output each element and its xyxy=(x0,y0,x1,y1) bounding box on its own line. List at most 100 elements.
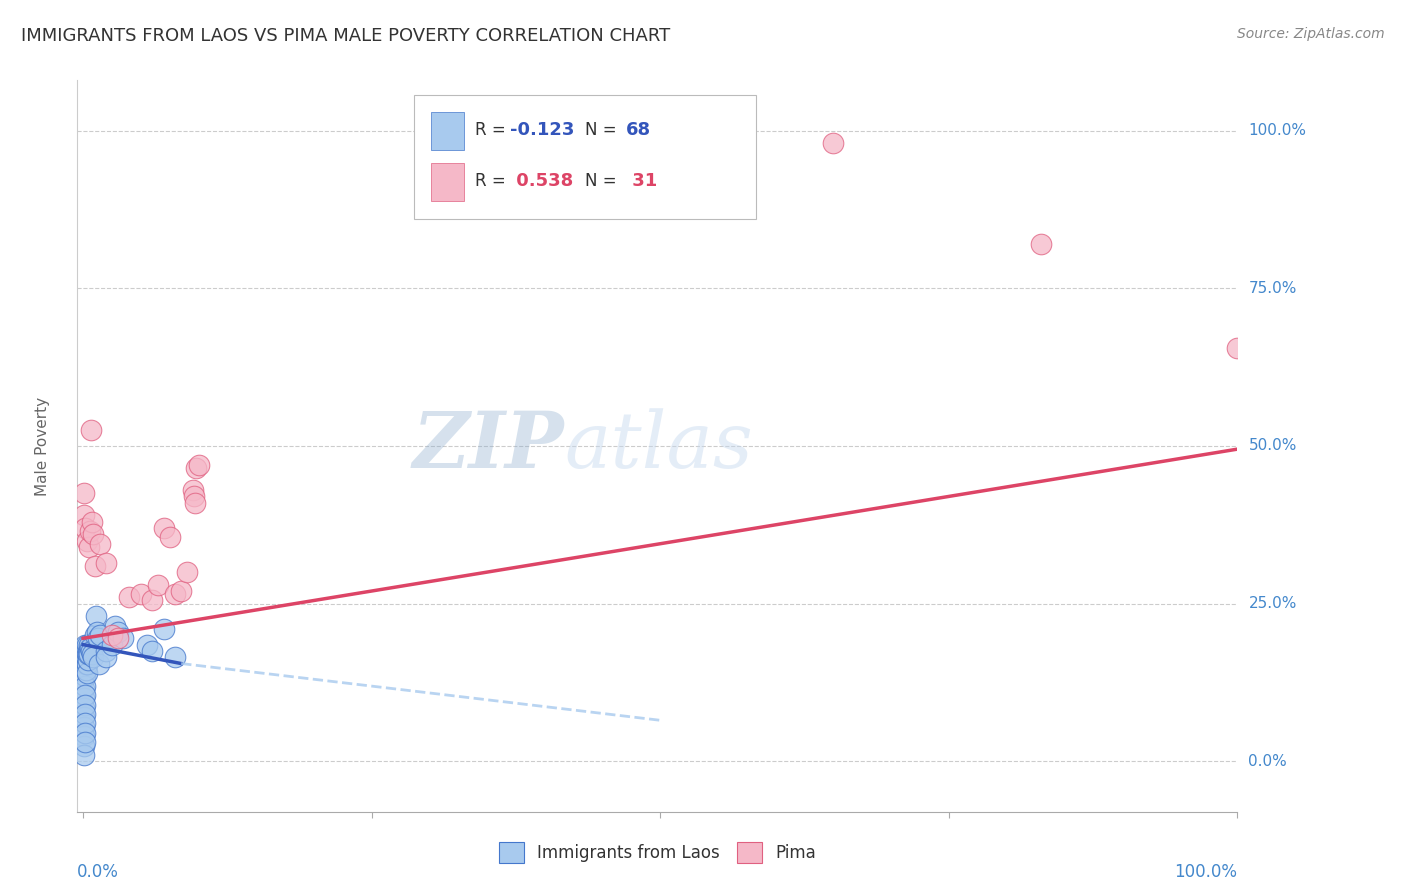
Point xyxy=(107,632,129,646)
Text: N =: N = xyxy=(585,172,623,190)
Point xyxy=(73,710,96,724)
Text: 100.0%: 100.0% xyxy=(1249,123,1306,138)
Point xyxy=(73,669,96,683)
Point xyxy=(73,735,96,749)
Point xyxy=(73,679,96,693)
Point xyxy=(73,508,96,523)
Point xyxy=(107,625,129,640)
Text: 50.0%: 50.0% xyxy=(1249,439,1296,453)
Point xyxy=(75,644,97,658)
Point xyxy=(159,530,181,544)
Point xyxy=(73,673,96,687)
Point xyxy=(73,663,96,677)
Point xyxy=(76,657,98,671)
Point xyxy=(82,515,104,529)
Point xyxy=(73,659,96,673)
Point xyxy=(75,657,97,671)
Point xyxy=(170,584,193,599)
Text: 0.538: 0.538 xyxy=(510,172,574,190)
Point xyxy=(77,638,100,652)
Point xyxy=(82,650,104,665)
Point xyxy=(96,556,118,570)
Point xyxy=(96,650,118,665)
Point xyxy=(1226,341,1249,355)
FancyBboxPatch shape xyxy=(432,112,464,150)
Text: 31: 31 xyxy=(626,172,657,190)
Text: 25.0%: 25.0% xyxy=(1249,596,1296,611)
Text: 0.0%: 0.0% xyxy=(77,863,120,881)
Text: 68: 68 xyxy=(626,121,651,139)
Point xyxy=(73,486,96,500)
Point xyxy=(101,628,124,642)
Point xyxy=(73,729,96,743)
Point xyxy=(73,688,96,702)
Text: R =: R = xyxy=(475,172,512,190)
Point xyxy=(76,647,98,661)
Point xyxy=(75,653,97,667)
Point xyxy=(73,681,96,696)
Point xyxy=(73,716,96,731)
Point xyxy=(73,653,96,667)
Text: R =: R = xyxy=(475,121,512,139)
Text: 100.0%: 100.0% xyxy=(1174,863,1237,881)
Point xyxy=(153,622,176,636)
Point xyxy=(73,726,96,740)
Point xyxy=(184,496,207,510)
Text: ZIP: ZIP xyxy=(413,408,565,484)
Point xyxy=(73,739,96,753)
Point xyxy=(75,647,97,661)
Point xyxy=(73,650,96,665)
Point xyxy=(76,638,98,652)
Point xyxy=(129,587,152,601)
Point xyxy=(76,533,98,548)
Point xyxy=(83,558,105,573)
Point xyxy=(101,638,124,652)
Point xyxy=(73,640,96,655)
Point xyxy=(87,632,110,646)
Point xyxy=(73,644,96,658)
Point xyxy=(141,593,163,607)
Point xyxy=(77,540,100,554)
Point xyxy=(186,461,208,475)
Point xyxy=(73,700,96,714)
Point xyxy=(84,609,107,624)
Point xyxy=(181,483,204,497)
Text: 0.0%: 0.0% xyxy=(1249,754,1286,769)
Point xyxy=(165,650,187,665)
Point xyxy=(73,691,96,706)
Point xyxy=(823,136,845,151)
Point xyxy=(76,653,98,667)
Text: N =: N = xyxy=(585,121,623,139)
Point xyxy=(146,578,169,592)
Point xyxy=(104,618,127,632)
Point xyxy=(76,644,98,658)
Point xyxy=(75,521,97,535)
Point xyxy=(89,537,111,551)
Text: atlas: atlas xyxy=(565,408,754,484)
Point xyxy=(141,644,163,658)
Legend: Immigrants from Laos, Pima: Immigrants from Laos, Pima xyxy=(492,836,823,869)
Point xyxy=(183,490,205,504)
Point xyxy=(176,565,198,579)
Point xyxy=(96,644,118,658)
FancyBboxPatch shape xyxy=(432,163,464,201)
Text: Male Poverty: Male Poverty xyxy=(35,396,51,496)
Point xyxy=(75,663,97,677)
Point xyxy=(112,632,135,646)
Point xyxy=(1029,237,1052,252)
Point xyxy=(89,628,111,642)
Text: 75.0%: 75.0% xyxy=(1249,281,1296,296)
Point xyxy=(77,647,100,661)
Point xyxy=(83,628,105,642)
FancyBboxPatch shape xyxy=(413,95,756,219)
Text: IMMIGRANTS FROM LAOS VS PIMA MALE POVERTY CORRELATION CHART: IMMIGRANTS FROM LAOS VS PIMA MALE POVERT… xyxy=(21,27,671,45)
Point xyxy=(75,638,97,652)
Point xyxy=(118,591,141,605)
Point xyxy=(76,665,98,680)
Point xyxy=(80,644,103,658)
Point xyxy=(86,625,108,640)
Point xyxy=(80,423,103,437)
Point xyxy=(135,638,157,652)
Point xyxy=(73,706,96,721)
Point xyxy=(82,527,104,541)
